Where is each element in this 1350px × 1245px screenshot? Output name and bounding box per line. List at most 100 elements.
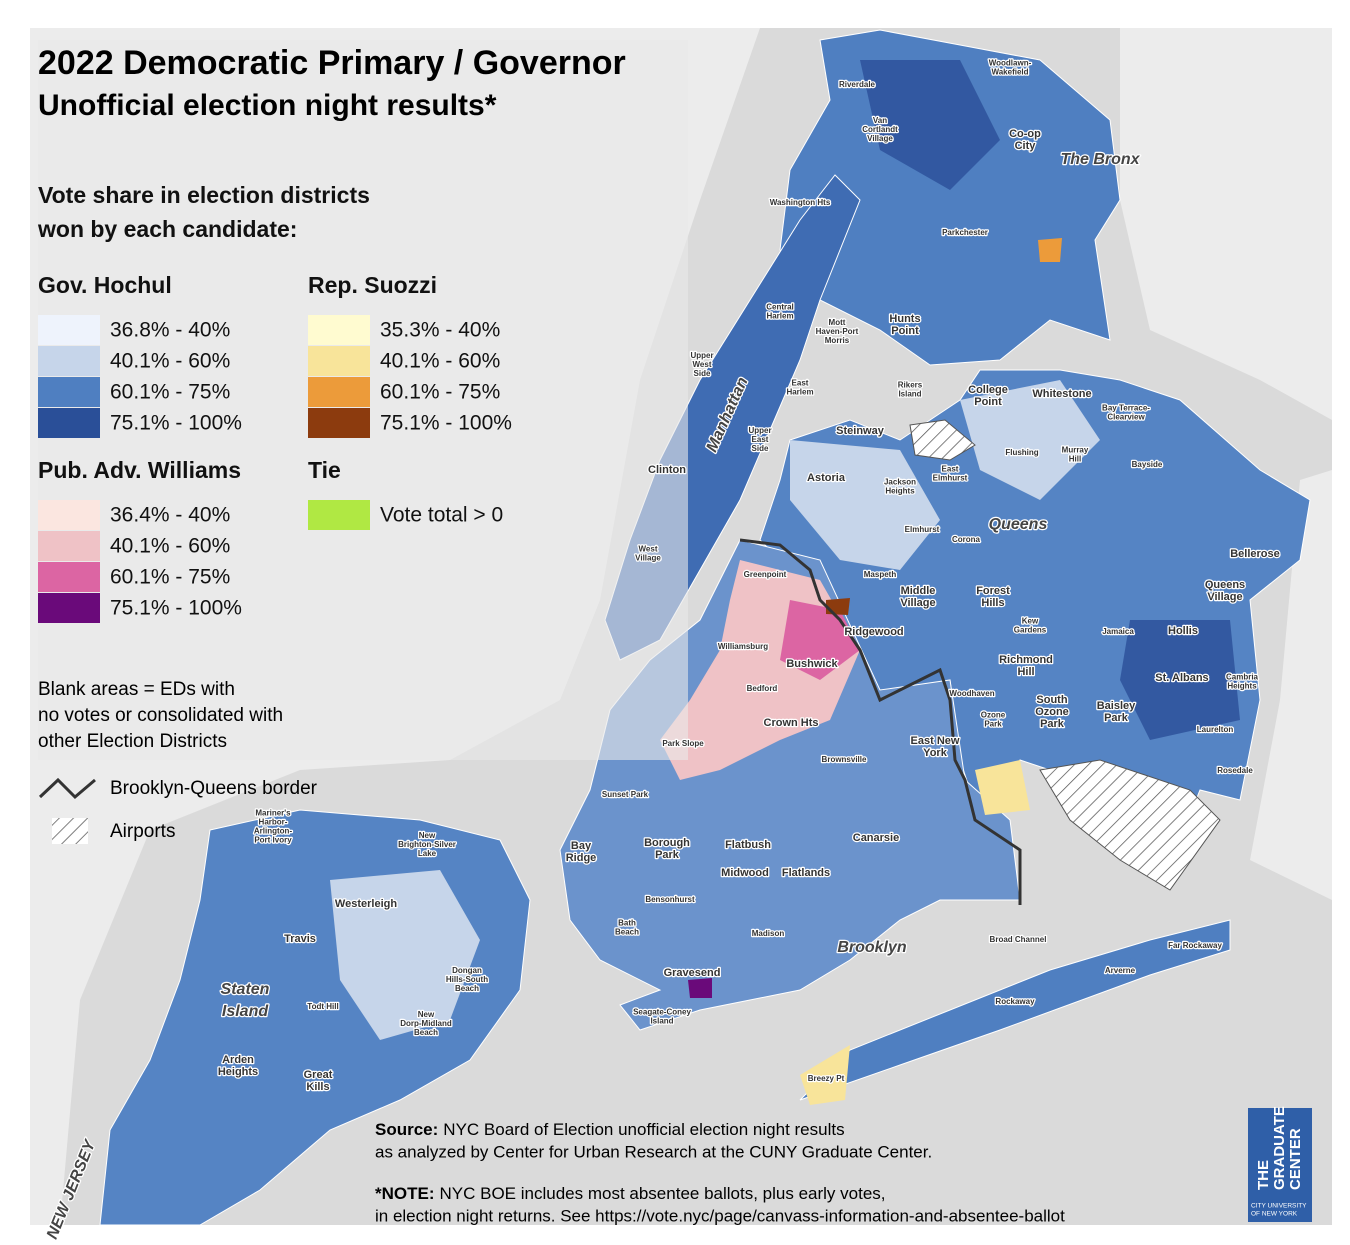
light-area [330,870,480,1040]
place-label: Rockaway [995,997,1035,1006]
legend-group-title: Tie [308,457,341,483]
place-label: Woodlawn-Wakefield [989,59,1032,77]
place-label-line: Harlem [766,312,793,321]
place-label-line: East [792,379,809,388]
place-label-line: Gardens [1014,626,1047,635]
place-label-line: City [1015,140,1037,152]
place-label: Seagate-Coney Island [633,1008,691,1026]
place-label: Baisley Park [1097,700,1136,724]
place-label: The Bronx [1060,151,1140,168]
place-label: Astoria [807,472,846,484]
yellow-area [975,760,1030,815]
place-label-line: Port Ivory [254,836,292,845]
place-label-line: Westerleigh [335,898,397,910]
place-label: Bayside [1132,460,1163,469]
place-label-line: Hunts [889,313,920,325]
place-label: Van Cortlandt Village [862,116,898,143]
place-label-line: Woodlawn- [989,59,1032,68]
place-label-line: Williamsburg [718,642,768,651]
place-label-line: Staten [221,981,270,998]
place-label-line: East New [911,735,960,747]
place-label: Travis [284,933,316,945]
place-label-line: Todt Hill [307,1002,338,1011]
place-label: Jackson Heights [884,478,916,496]
place-label-line: Hill [1017,666,1034,678]
place-label-line: Jackson [884,478,916,487]
place-label: Brooklyn [837,939,907,956]
place-label: Laurelton [1197,725,1234,734]
place-label: Rosedale [1217,766,1253,775]
place-label: Crown Hts [764,717,819,729]
place-label-line: Heights [218,1066,258,1078]
place-label: Great Kills [304,1069,333,1093]
place-label-line: Harbor- [259,818,288,827]
place-label-line: Beach [455,984,479,993]
place-label: Clinton [648,464,686,476]
place-label: West Village [635,545,661,563]
place-label: New Brighton-Silver Lake [398,831,456,858]
place-label: Riverdale [839,80,876,89]
place-label: Breezy Pt [808,1074,845,1083]
place-label-line: Upper [690,351,713,360]
orange-area [1038,238,1062,262]
place-label-line: Seagate-Coney [633,1008,691,1017]
legend-label: 36.8% - 40% [110,319,230,342]
place-label-line: Clinton [648,464,686,476]
place-label: Rikers Island [898,381,923,399]
district-shading [330,60,1240,1105]
logo-box [1248,1108,1312,1222]
blank-note: other Election Districts [38,731,227,752]
source-line: Source: NYC Board of Election unofficial … [375,1120,845,1139]
legend-label: 75.1% - 100% [110,597,242,620]
place-label-line: Brownsville [822,755,867,764]
legend-swatch [38,500,100,530]
place-label-line: Bay [571,840,592,852]
place-label-line: Greenpoint [744,570,787,579]
place-label: Ozone Park [981,711,1006,729]
place-label: St. Albans [1155,672,1208,684]
place-label: Queens Village [1205,579,1245,603]
legend-swatch [38,408,100,438]
place-label: Middle Village [900,585,935,609]
place-label-line: Dongan [452,966,482,975]
place-label-line: College [968,384,1008,396]
place-label: Cambria Heights [1226,673,1259,691]
place-label-line: Haven-Port [816,327,859,336]
place-label: Central Harlem [766,303,794,321]
place-label-line: Baisley [1097,700,1136,712]
legend-label: 40.1% - 60% [110,350,230,373]
place-label: Flatlands [782,867,830,879]
legend-label: 60.1% - 75% [380,381,500,404]
place-label: Jamaica [1102,627,1134,636]
place-label: Borough Park [644,837,690,861]
place-label-line: York [923,747,948,759]
place-label: Todt Hill [307,1002,338,1011]
place-label-line: Forest [976,585,1010,597]
place-label-line: Park [984,720,1002,729]
place-label-line: South [1036,694,1067,706]
place-label: Hollis [1168,625,1198,637]
place-label-line: The Bronx [1060,151,1140,168]
place-label: South Ozone Park [1035,694,1069,730]
place-label-line: Village [867,134,893,143]
place-label-line: Harlem [786,388,813,397]
place-label: Canarsie [853,832,899,844]
place-label: Brownsville [822,755,867,764]
place-label: Bedford [747,684,778,693]
rockaway [799,919,1231,1101]
logo-sub: OF NEW YORK [1251,1211,1298,1218]
place-label-line: Steinway [836,425,885,437]
place-label-line: Kills [306,1081,329,1093]
place-label-line: Flatlands [782,867,830,879]
place-label-line: Ridge [566,852,597,864]
brooklyn-queens-border [739,538,1022,905]
place-label-line: Bushwick [786,658,838,670]
place-label: Maspeth [864,570,897,579]
place-label-line: Hills-South [446,975,488,984]
airport-key-label: Airports [110,821,175,842]
place-label: Forest Hills [976,585,1010,609]
legend-swatch [38,346,100,376]
place-label-line: Astoria [807,472,846,484]
place-label-line: Washington Hts [770,198,831,207]
place-label-line: Flatbush [725,839,771,851]
